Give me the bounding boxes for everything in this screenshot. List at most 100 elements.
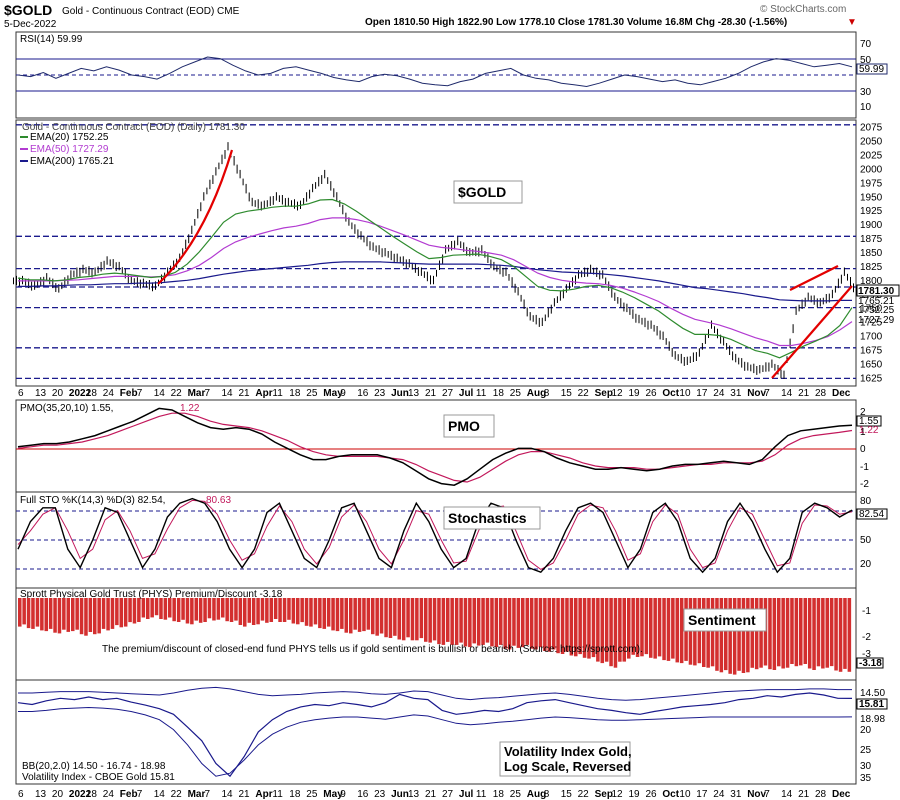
sentiment-last: -3.18: [859, 658, 882, 669]
x-axis-bottom-label: Jun: [391, 789, 409, 800]
price-tick: 1725: [860, 318, 883, 329]
sentiment-bar: [313, 598, 318, 625]
vix-box-line1: Volatility Index Gold,: [504, 744, 632, 759]
x-axis-bottom-label: 21: [798, 789, 810, 800]
x-axis-bottom-label: 25: [510, 789, 522, 800]
sentiment-bar: [525, 598, 530, 645]
x-axis-top-label: 25: [306, 388, 318, 399]
sentiment-bar: [71, 598, 75, 632]
x-axis-top-label: 26: [646, 388, 658, 399]
x-axis-top-label: 13: [408, 388, 420, 399]
sentiment-bar: [803, 598, 808, 664]
x-axis-bottom-label: 19: [629, 789, 641, 800]
sentiment-bar: [454, 598, 459, 645]
x-axis-bottom-label: Mar: [188, 789, 206, 800]
ema20-label: EMA(20) 1752.25: [30, 132, 109, 143]
sentiment-bar: [282, 598, 287, 622]
sentiment-bar: [759, 598, 763, 668]
symbol-title: $GOLD: [4, 2, 52, 18]
sentiment-bar: [123, 598, 128, 627]
sentiment-bar: [754, 598, 759, 670]
vix-tick-25: 25: [860, 745, 872, 756]
sentiment-bar: [821, 598, 825, 669]
sentiment-bar: [622, 598, 627, 662]
x-axis-bottom-label: 17: [696, 789, 708, 800]
sentiment-box-label: Sentiment: [688, 612, 756, 628]
x-axis-bottom-label: 14: [154, 789, 166, 800]
sentiment-bar: [172, 598, 176, 622]
sentiment-bar: [604, 598, 609, 662]
change-down-arrow-icon: ▼: [847, 17, 857, 28]
sentiment-bar: [847, 598, 852, 672]
x-axis-bottom-label: Dec: [832, 789, 851, 800]
x-axis-bottom-label: Sep: [595, 789, 613, 800]
x-axis-bottom-label: 6: [18, 789, 24, 800]
sentiment-bar: [101, 598, 106, 629]
sentiment-bar: [150, 598, 154, 618]
sentiment-bar: [582, 598, 587, 658]
sentiment-bar: [613, 598, 618, 668]
sentiment-bar: [388, 598, 393, 638]
x-axis-top-label: 27: [442, 388, 454, 399]
rsi-tick-70: 70: [860, 39, 872, 50]
sentiment-bar: [318, 598, 322, 629]
x-axis-top-label: 22: [171, 388, 183, 399]
sentiment-bar: [671, 598, 675, 659]
sentiment-bar: [40, 598, 44, 631]
sentiment-bar: [26, 598, 31, 629]
sentiment-bar: [794, 598, 799, 667]
vix-line: [17, 692, 853, 778]
sentiment-bar: [679, 598, 684, 664]
sentiment-bar: [75, 598, 79, 630]
sentiment-bar: [119, 598, 124, 628]
sentiment-bar: [115, 598, 119, 626]
sentiment-bar: [481, 598, 485, 645]
x-axis-top-label: 21: [798, 388, 810, 399]
vix-last: 15.81: [859, 699, 884, 710]
ema50-label: EMA(50) 1727.29: [30, 144, 109, 155]
sentiment-bar: [110, 598, 115, 629]
sentiment-bar: [529, 598, 534, 649]
sentiment-bar: [357, 598, 362, 632]
price-tick: 1650: [860, 360, 883, 371]
pmo-tick-neg1: -1: [860, 462, 869, 473]
sentiment-bar: [198, 598, 203, 623]
sentiment-bar: [212, 598, 216, 621]
sentiment-bar: [18, 598, 22, 627]
pmo-last-signal: 1.22: [859, 425, 879, 436]
price-last-ema200: 1765.21: [858, 296, 895, 307]
x-axis-top-label: May: [323, 388, 343, 399]
sentiment-bar: [353, 598, 357, 630]
x-axis-bottom-label: Aug: [527, 789, 546, 800]
x-axis-top-label: 18: [86, 388, 98, 399]
sentiment-bar: [675, 598, 680, 663]
sentiment-bar: [260, 598, 265, 621]
sentiment-bar: [763, 598, 768, 666]
sentiment-bar: [397, 598, 402, 640]
sto-d-line: [17, 499, 853, 570]
sent-tick-neg1: -1: [862, 606, 871, 617]
sentiment-bar: [265, 598, 269, 623]
price-tick: 1850: [860, 248, 883, 259]
sentiment-bar: [649, 598, 653, 658]
sentiment-bar: [106, 598, 110, 631]
sentiment-bar: [816, 598, 821, 667]
sentiment-bar: [371, 598, 375, 635]
x-axis-bottom-label: Nov: [747, 789, 766, 800]
x-axis-bottom-label: 14: [781, 789, 793, 800]
x-axis-bottom-label: 18: [86, 789, 98, 800]
rsi-label: RSI(14) 59.99: [20, 34, 83, 45]
sentiment-bar: [485, 598, 490, 643]
sentiment-bar: [256, 598, 260, 625]
sentiment-bar: [62, 598, 66, 630]
x-axis-bottom-label: 12: [612, 789, 624, 800]
vix-box-line2: Log Scale, Reversed: [504, 759, 631, 774]
sentiment-bar: [829, 598, 834, 667]
sentiment-bar: [181, 598, 185, 620]
vix-tick-30: 30: [860, 761, 872, 772]
sentiment-bar: [137, 598, 141, 622]
sentiment-bar: [379, 598, 384, 634]
x-axis-bottom-label: Feb: [120, 789, 138, 800]
sentiment-bar: [393, 598, 397, 636]
sentiment-bar: [207, 598, 212, 619]
